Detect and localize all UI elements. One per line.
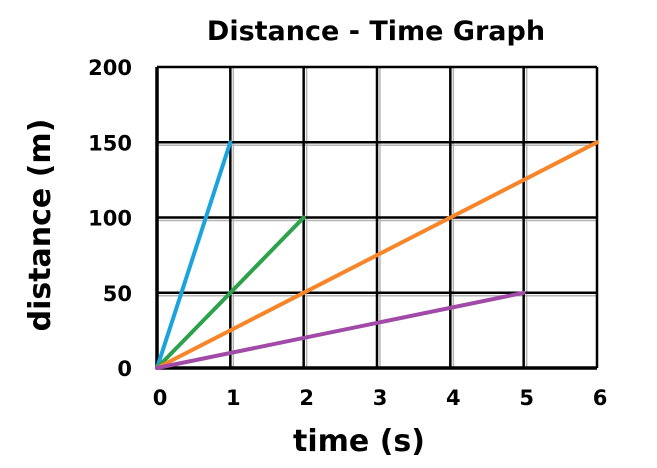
y-tick-labels: 0 50 100 150 200 (88, 56, 132, 381)
x-tick-label: 0 (153, 386, 168, 410)
y-tick-label: 0 (117, 357, 132, 381)
x-tick-label: 6 (593, 386, 608, 410)
series-line-4 (155, 290, 526, 370)
x-tick-labels: 0 1 2 3 4 5 6 (153, 386, 608, 410)
y-axis-label: distance (m) (23, 119, 58, 332)
y-tick-label: 150 (88, 131, 132, 155)
y-tick-label: 100 (88, 207, 132, 231)
x-tick-label: 3 (373, 386, 388, 410)
series-layer (155, 140, 599, 370)
x-tick-label: 4 (446, 386, 461, 410)
y-tick-label: 200 (88, 56, 132, 80)
series-line-1 (155, 140, 233, 370)
x-tick-label: 2 (299, 386, 314, 410)
series-line-3 (155, 140, 599, 370)
x-tick-label: 1 (226, 386, 241, 410)
y-tick-label: 50 (103, 282, 132, 306)
x-tick-label: 5 (519, 386, 534, 410)
x-axis-label: time (s) (293, 424, 425, 459)
chart-title: Distance - Time Graph (207, 16, 545, 47)
series-line-2 (155, 215, 306, 370)
